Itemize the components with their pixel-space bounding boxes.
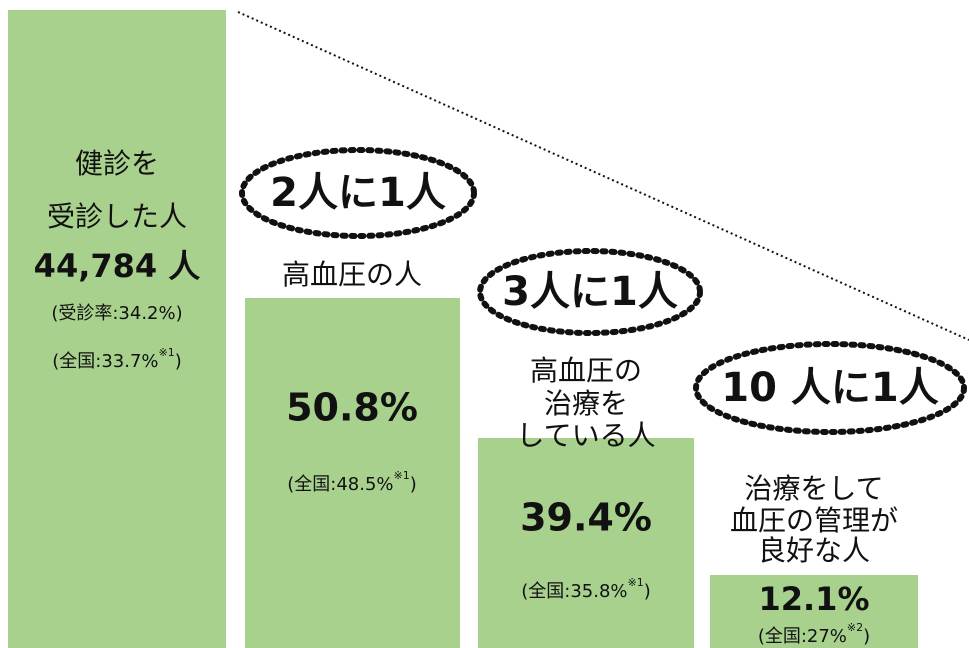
label: 治療をして	[744, 472, 883, 505]
bar	[478, 438, 694, 648]
label: 治療を	[544, 387, 628, 420]
label: 健診を	[75, 147, 159, 180]
callout: 10 人に1人	[721, 365, 938, 411]
callout-ring	[477, 248, 703, 336]
national: (全国:48.5%※1)	[287, 469, 417, 495]
national: (全国:33.7%※1)	[52, 346, 182, 372]
value: 39.4%	[520, 496, 652, 540]
label: 高血圧の人	[282, 258, 422, 291]
label: 血圧の管理が	[730, 504, 898, 537]
value: 12.1%	[758, 580, 869, 618]
label: 受診した人	[47, 200, 187, 233]
rate: (受診率:34.2%)	[51, 303, 182, 324]
label: している人	[516, 419, 655, 452]
callout-ring	[239, 147, 477, 239]
value: 44,784 人	[34, 247, 201, 285]
label: 高血圧の	[530, 354, 642, 387]
callout: 3人に1人	[502, 269, 678, 315]
bar	[245, 298, 460, 648]
callout-ring	[693, 341, 967, 435]
bar	[710, 575, 918, 648]
bar	[8, 10, 226, 648]
callout: 2人に1人	[270, 170, 446, 216]
national: (全国:27%※2)	[758, 621, 870, 647]
label: 良好な人	[758, 534, 870, 567]
value: 50.8%	[286, 386, 418, 430]
trend-line	[237, 11, 969, 341]
national: (全国:35.8%※1)	[521, 576, 651, 602]
